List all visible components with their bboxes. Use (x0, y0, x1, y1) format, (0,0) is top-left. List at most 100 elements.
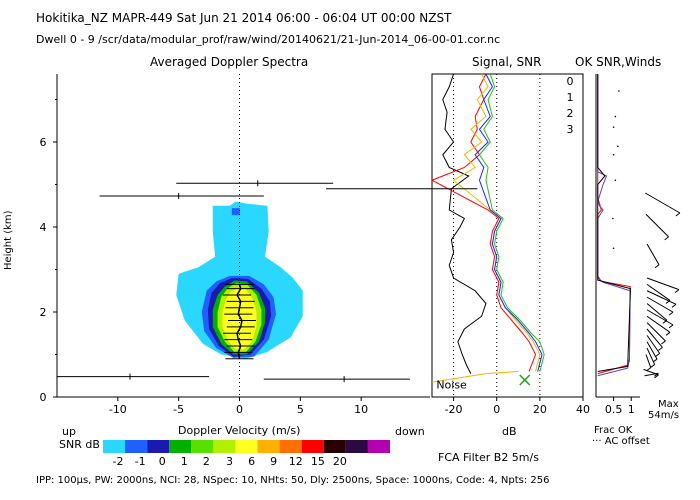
spectra-y-tick-label: 2 (40, 306, 47, 319)
colorbar-tick-label: 0 (159, 455, 166, 468)
header-title: Hokitika_NZ MAPR-449 Sat Jun 21 2014 06:… (36, 11, 452, 25)
wind-barb-head-8 (668, 324, 674, 329)
spectra-x-tick-label: 5 (297, 403, 304, 416)
winds-frac-series-2 (597, 74, 632, 372)
colorbar-swatch-12 (367, 440, 390, 453)
noise-line (431, 371, 519, 383)
colorbar-tick-label: 3 (226, 455, 233, 468)
wind-barb-1 (645, 213, 669, 238)
wind-barb-head-1 (664, 236, 669, 241)
spectra-y-tick-label: 6 (40, 136, 47, 149)
spectra-x-tick-label: -10 (109, 403, 127, 416)
wind-barb-3 (646, 277, 680, 291)
winds-frac-series-0 (597, 74, 631, 375)
snr-x-tick-label: -20 (445, 403, 463, 416)
colorbar-swatch-4 (191, 440, 214, 453)
colorbar-tick-label: 9 (270, 455, 277, 468)
max-value: 54m/s (648, 410, 680, 421)
wind-barb-head-3 (674, 289, 680, 294)
wind-barb-2 (646, 243, 660, 266)
winds-legend-2: 2 (567, 107, 574, 120)
spectra-y-tick-label: 0 (40, 391, 47, 404)
colorbar-swatch-7 (257, 440, 280, 453)
winds-offset-dot (612, 247, 615, 250)
wind-barb-17 (644, 372, 659, 377)
colorbar-swatch-8 (279, 440, 302, 453)
spectra-x-tick-label: 0 (236, 403, 243, 416)
noise-label: Noise (436, 379, 467, 392)
winds-offset-dot (612, 126, 615, 128)
colorbar-tick-label: -2 (113, 455, 124, 468)
snr-x-label: dB (502, 425, 517, 438)
fca-filter-label: FCA Filter B2 5m/s (438, 451, 539, 464)
snr-panel-frame (431, 73, 584, 398)
snr-series-4 (474, 73, 543, 372)
colorbar-swatch-11 (345, 440, 368, 453)
winds-offset-dot (617, 145, 619, 148)
winds-offset-dot (612, 153, 615, 156)
colorbar-swatch-3 (169, 440, 192, 453)
winds-offset-dot (614, 115, 617, 118)
colorbar-swatch-0 (103, 440, 126, 453)
winds-frac-series-1 (597, 74, 631, 377)
colorbar-label: SNR dB (59, 438, 100, 451)
snr-series-0 (442, 73, 487, 374)
colorbar-swatch-5 (213, 440, 236, 453)
wind-barb-5 (646, 290, 677, 305)
wind-barb-4 (646, 283, 671, 301)
snr-title: Signal, SNR (472, 55, 542, 69)
wind-barb-14 (646, 347, 656, 365)
wind-barb-head-5 (671, 303, 677, 308)
noise-marker (519, 374, 531, 386)
frac-ok-label: Frac OK (594, 425, 633, 436)
colorbar-tick-label: 12 (289, 455, 303, 468)
snr-x-tick-label: 0 (493, 403, 500, 416)
spectra-contour-6 (222, 288, 257, 350)
header-file-path: Dwell 0 - 9 /scr/data/modular_prof/raw/w… (36, 33, 501, 46)
wind-barb-11 (646, 328, 663, 348)
wind-barb-10 (646, 322, 666, 342)
wind-barb-6 (646, 296, 674, 313)
colorbar-tick-label: 2 (203, 455, 210, 468)
ac-offset-label: ··· AC offset (592, 436, 650, 447)
wind-barb-8 (646, 309, 674, 326)
snr-x-tick-label: 20 (533, 403, 547, 416)
colorbar-tick-label: 15 (311, 455, 325, 468)
wind-barb-head-14 (650, 364, 655, 368)
wind-barb-head-10 (661, 340, 666, 345)
colorbar-tick-label: 6 (248, 455, 255, 468)
wind-barb-head-16 (654, 374, 659, 379)
spectra-title: Averaged Doppler Spectra (150, 55, 309, 69)
spectra-y-tick-label: 4 (40, 221, 47, 234)
spectra-small-patch (231, 208, 240, 216)
wind-barb-12 (646, 335, 661, 354)
colorbar-tick-label: -1 (135, 455, 146, 468)
colorbar-swatch-10 (323, 440, 346, 453)
colorbar-swatch-6 (235, 440, 258, 453)
winds-title: OK SNR,Winds (575, 55, 662, 69)
wind-barb-0 (645, 192, 681, 214)
winds-offset-dot (612, 217, 614, 220)
wind-barb-head-11 (658, 346, 663, 351)
x-axis-label: Doppler Velocity (m/s) (178, 424, 301, 437)
snr-series-3 (478, 73, 545, 372)
footer-params: IPP: 100μs, PW: 2000ns, NCI: 28, NSpec: … (36, 475, 550, 486)
winds-x-tick-label: 1 (628, 403, 635, 416)
wind-barb-head-6 (668, 311, 674, 316)
spectra-x-tick-label: 10 (354, 403, 368, 416)
wind-barb-13 (646, 341, 658, 360)
wind-barb-9 (646, 315, 671, 333)
winds-x-tick-label: 0.5 (605, 403, 623, 416)
wind-barb-head-9 (665, 331, 671, 336)
colorbar-tick-label: 1 (181, 455, 188, 468)
snr-x-tick-label: 40 (576, 403, 590, 416)
down-label: down (395, 425, 425, 438)
colorbar-swatch-2 (147, 440, 170, 453)
wind-barb-7 (646, 303, 668, 321)
winds-offset-dot (618, 90, 620, 92)
winds-legend-1: 1 (567, 91, 574, 104)
wind-barb-15 (645, 354, 652, 368)
winds-offset-dot (614, 179, 617, 182)
up-label: up (62, 425, 76, 438)
